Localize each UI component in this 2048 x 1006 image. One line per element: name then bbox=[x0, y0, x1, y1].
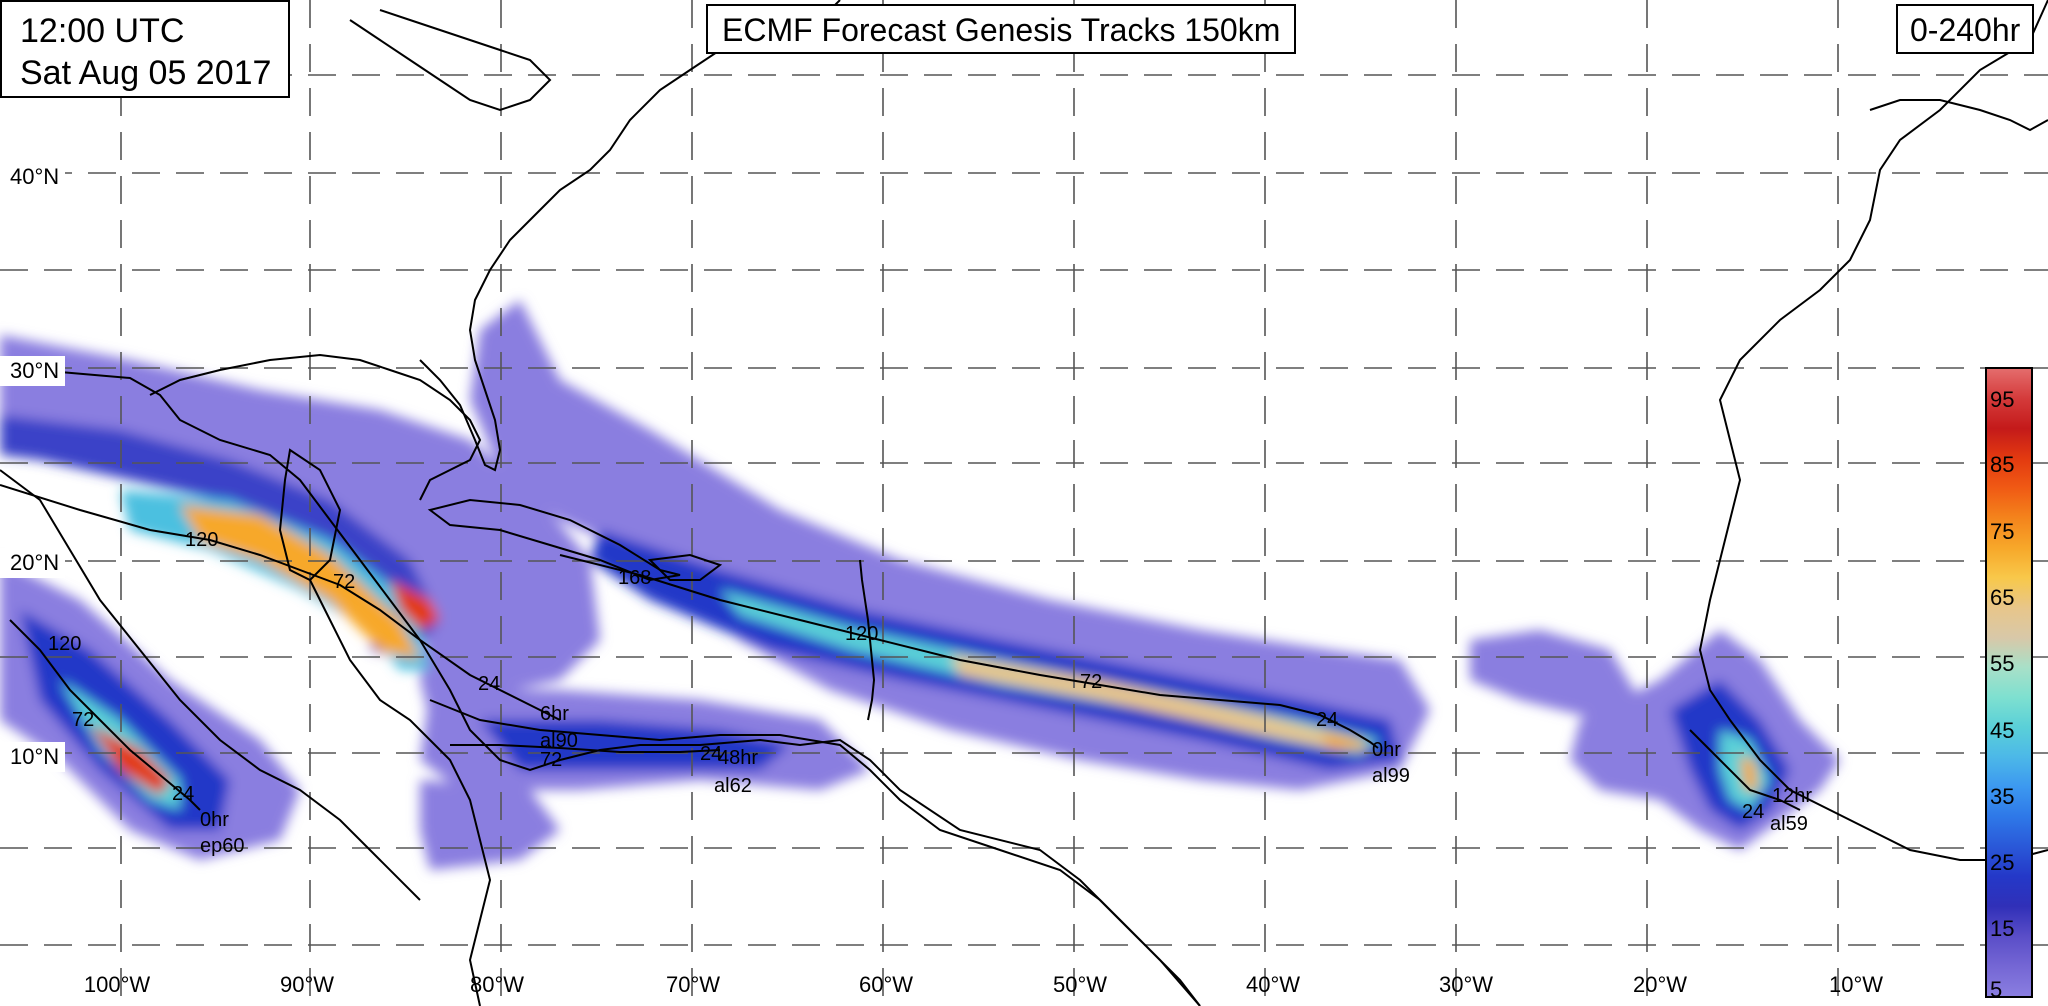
lon-label-50w: 50°W bbox=[1052, 972, 1108, 997]
coast-pacific-mexico bbox=[0, 469, 421, 901]
track-ep60 bbox=[9, 619, 201, 811]
label-al99-24: 24 bbox=[1316, 709, 1338, 731]
time-line: 12:00 UTC bbox=[20, 12, 185, 50]
swath-al99-outer bbox=[470, 300, 1430, 790]
colorbar-label-65: 65 bbox=[1990, 585, 2015, 610]
label-al90-id: al90 bbox=[540, 730, 578, 752]
forecast-tracks bbox=[0, 484, 1801, 811]
coast-iberia bbox=[1869, 99, 2048, 132]
lat-label-30n: 30°N bbox=[0, 356, 66, 386]
coast-cuba bbox=[427, 498, 681, 582]
label-al62-id: al62 bbox=[714, 775, 752, 797]
map-title: ECMF Forecast Genesis Tracks 150km bbox=[706, 4, 1297, 54]
label-al90-72: 72 bbox=[333, 571, 355, 593]
track-labels: 120 72 24 6hr al90 120 72 24 0hr ep60 72… bbox=[48, 529, 1812, 857]
swath-al90-outer bbox=[0, 335, 600, 720]
swath-ep60-hot bbox=[90, 725, 170, 795]
label-al62-72: 72 bbox=[540, 749, 562, 771]
label-al99-168: 168 bbox=[618, 567, 651, 589]
probability-colorbar bbox=[1985, 367, 2033, 998]
coast-hispaniola bbox=[647, 553, 723, 581]
label-ep60-72: 72 bbox=[72, 709, 94, 731]
coast-central-america bbox=[309, 579, 492, 1006]
swath-south-outer bbox=[420, 780, 560, 870]
label-al90-24: 24 bbox=[478, 673, 500, 695]
coast-africa bbox=[1698, 0, 2048, 861]
colorbar-label-15: 15 bbox=[1990, 916, 2015, 941]
probability-swaths bbox=[0, 300, 1840, 870]
swath-al90-red bbox=[390, 580, 440, 630]
colorbar-label-35: 35 bbox=[1990, 784, 2015, 809]
coast-lesser-antilles bbox=[859, 559, 876, 721]
track-al90 bbox=[0, 484, 561, 721]
label-al90-120: 120 bbox=[185, 529, 218, 551]
swath-al99-hot bbox=[950, 655, 1360, 750]
lon-label-60w: 60°W bbox=[858, 972, 914, 997]
colorbar-label-85: 85 bbox=[1990, 452, 2015, 477]
track-al62 bbox=[450, 744, 721, 753]
swath-ep60-mid bbox=[20, 610, 230, 830]
lon-label-20w: 20°W bbox=[1632, 972, 1688, 997]
track-al59 bbox=[1689, 729, 1801, 811]
lon-label-40w: 40°W bbox=[1245, 972, 1301, 997]
coast-gulf-us bbox=[149, 353, 482, 501]
lat-label-40n: 40°N bbox=[0, 162, 66, 192]
coast-great-lakes bbox=[349, 9, 552, 112]
label-al59-start: 12hr bbox=[1772, 785, 1812, 807]
lon-label-70w: 70°W bbox=[665, 972, 721, 997]
label-al59-id: al59 bbox=[1770, 813, 1808, 835]
label-al99-id: al99 bbox=[1372, 765, 1410, 787]
colorbar-label-55: 55 bbox=[1990, 651, 2015, 676]
lon-label-100w: 100°W bbox=[83, 972, 151, 997]
lon-label-10w: 10°W bbox=[1828, 972, 1884, 997]
colorbar-label-95: 95 bbox=[1990, 387, 2015, 412]
label-al90-start: 6hr bbox=[540, 703, 569, 725]
colorbar-label-75: 75 bbox=[1990, 519, 2015, 544]
label-al99-120: 120 bbox=[845, 623, 878, 645]
track-al99 bbox=[559, 554, 1379, 749]
date-line: Sat Aug 05 2017 bbox=[20, 54, 272, 92]
lat-label-20n: 20°N bbox=[0, 548, 66, 578]
colorbar-label-45: 45 bbox=[1990, 718, 2015, 743]
label-ep60-id: ep60 bbox=[200, 835, 245, 857]
label-ep60-start: 0hr bbox=[200, 809, 229, 831]
swath-mid-atlantic bbox=[1470, 630, 1640, 720]
forecast-range: 0-240hr bbox=[1896, 4, 2035, 54]
lat-label-10n: 10°N bbox=[0, 742, 66, 772]
label-al99-start: 0hr bbox=[1372, 739, 1401, 761]
lon-label-30w: 30°W bbox=[1438, 972, 1494, 997]
swath-al99-yellow bbox=[1320, 730, 1370, 750]
lon-label-90w: 90°W bbox=[279, 972, 335, 997]
swath-al59-hot bbox=[1740, 755, 1758, 790]
coast-north-america bbox=[0, 361, 1201, 1006]
coast-south-america bbox=[429, 699, 1201, 1006]
label-al99-72: 72 bbox=[1080, 671, 1102, 693]
label-ep60-24: 24 bbox=[172, 783, 194, 805]
lon-label-80w: 80°W bbox=[469, 972, 525, 997]
label-ep60-120: 120 bbox=[48, 633, 81, 655]
label-al59-24: 24 bbox=[1742, 801, 1764, 823]
label-al62-24: 24 bbox=[700, 743, 722, 765]
swath-al90-hot bbox=[180, 505, 420, 660]
colorbar-label-5: 5 bbox=[1990, 977, 2003, 1002]
label-al62-start: 48hr bbox=[718, 747, 758, 769]
date-box: 12:00 UTC Sat Aug 05 2017 bbox=[0, 0, 290, 98]
colorbar-label-25: 25 bbox=[1990, 850, 2015, 875]
